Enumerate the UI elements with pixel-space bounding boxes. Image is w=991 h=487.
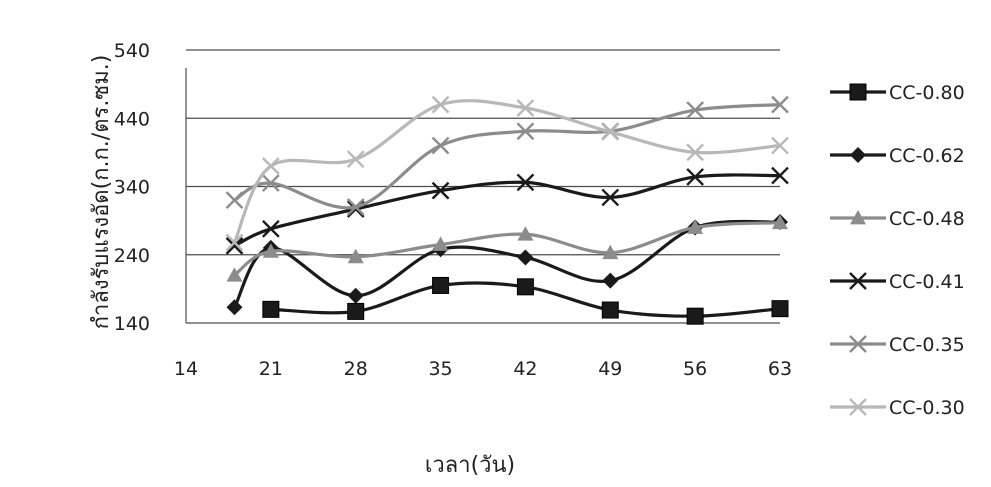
data-point xyxy=(225,233,244,252)
y-tick-labels: 140 240 340 440 540 xyxy=(114,40,150,335)
data-point xyxy=(262,174,280,192)
series-layer xyxy=(225,95,789,325)
legend-marker xyxy=(849,272,867,290)
x-tick-label: 28 xyxy=(344,358,368,380)
data-point xyxy=(346,150,365,169)
legend-marker xyxy=(849,83,867,101)
data-point xyxy=(516,173,535,192)
data-point xyxy=(347,287,364,304)
data-point xyxy=(432,276,450,294)
data-point xyxy=(226,267,243,282)
legend-marker xyxy=(850,147,866,163)
legend-marker xyxy=(849,398,867,416)
legend-label: CC-0.80 xyxy=(889,82,965,104)
data-point xyxy=(262,157,280,175)
data-point xyxy=(602,272,619,289)
data-point xyxy=(686,143,704,162)
data-point xyxy=(431,181,450,200)
data-point xyxy=(346,198,365,216)
series-line xyxy=(233,103,781,210)
series-cc-0.41 xyxy=(225,166,789,255)
data-point xyxy=(771,136,789,155)
legend-item: CC-0.62 xyxy=(830,145,965,167)
x-tick-label: 56 xyxy=(683,358,707,380)
data-point xyxy=(431,136,450,155)
legend-item: CC-0.30 xyxy=(830,397,965,419)
y-tick-label: 540 xyxy=(114,40,150,62)
x-tick-label: 21 xyxy=(259,358,283,380)
series-line xyxy=(233,173,781,248)
legend-label: CC-0.35 xyxy=(889,334,965,356)
legend-label: CC-0.48 xyxy=(889,208,965,230)
data-point xyxy=(347,248,364,264)
legend-label: CC-0.30 xyxy=(889,397,965,419)
data-point xyxy=(771,300,789,318)
data-point xyxy=(601,301,619,319)
y-tick-label: 140 xyxy=(114,313,150,335)
legend-item: CC-0.48 xyxy=(830,208,965,230)
data-point xyxy=(516,278,534,296)
y-tick-label: 340 xyxy=(114,177,150,199)
data-point xyxy=(602,244,619,260)
data-point xyxy=(432,236,449,251)
series-line xyxy=(233,219,781,309)
data-point xyxy=(516,122,535,141)
data-point xyxy=(771,95,789,114)
series-line xyxy=(233,221,781,277)
data-point xyxy=(431,95,450,114)
data-point xyxy=(686,101,704,119)
data-point xyxy=(601,123,620,141)
x-axis-title: เวลา(วัน) xyxy=(425,453,515,478)
data-point xyxy=(686,307,704,325)
y-tick-label: 440 xyxy=(114,108,150,130)
data-point xyxy=(226,299,243,316)
data-point xyxy=(686,168,704,186)
data-point xyxy=(517,226,534,241)
series-cc-0.30 xyxy=(225,95,789,252)
legend-label: CC-0.62 xyxy=(889,145,965,167)
data-point xyxy=(516,99,535,117)
legend-item: CC-0.80 xyxy=(830,82,965,104)
x-tick-label: 35 xyxy=(428,358,452,380)
x-tick-labels: 14 21 28 35 42 49 56 63 xyxy=(174,358,792,380)
series-cc-0.80 xyxy=(262,276,789,325)
series-cc-0.62 xyxy=(226,213,788,316)
series-cc-0.35 xyxy=(225,95,789,216)
legend: CC-0.80 CC-0.62 CC-0.48 CC-0.41 CC-0.35 CC-0.… xyxy=(830,82,965,419)
data-point xyxy=(772,214,788,230)
series-line xyxy=(233,99,781,244)
x-tick-label: 49 xyxy=(598,358,622,380)
x-tick-label: 63 xyxy=(768,358,792,380)
series-cc-0.48 xyxy=(226,214,788,282)
y-axis-title: กำลังรับแรงอัด(ก.ก./ตร.ซม.) xyxy=(89,55,114,330)
data-point xyxy=(517,249,534,266)
data-point xyxy=(262,300,280,318)
legend-item: CC-0.35 xyxy=(830,334,965,356)
data-point xyxy=(687,219,704,234)
data-point xyxy=(771,166,789,185)
x-tick-label: 42 xyxy=(513,358,537,380)
data-point xyxy=(262,243,279,258)
y-tick-label: 240 xyxy=(114,245,150,267)
x-tick-label: 14 xyxy=(174,358,198,380)
data-point xyxy=(262,219,280,238)
legend-marker xyxy=(850,210,866,225)
data-point xyxy=(225,191,244,209)
legend-label: CC-0.41 xyxy=(889,271,965,293)
legend-marker xyxy=(849,335,867,353)
data-point xyxy=(601,188,620,207)
legend-item: CC-0.41 xyxy=(830,271,965,293)
data-point xyxy=(347,302,365,320)
data-point xyxy=(225,237,244,255)
